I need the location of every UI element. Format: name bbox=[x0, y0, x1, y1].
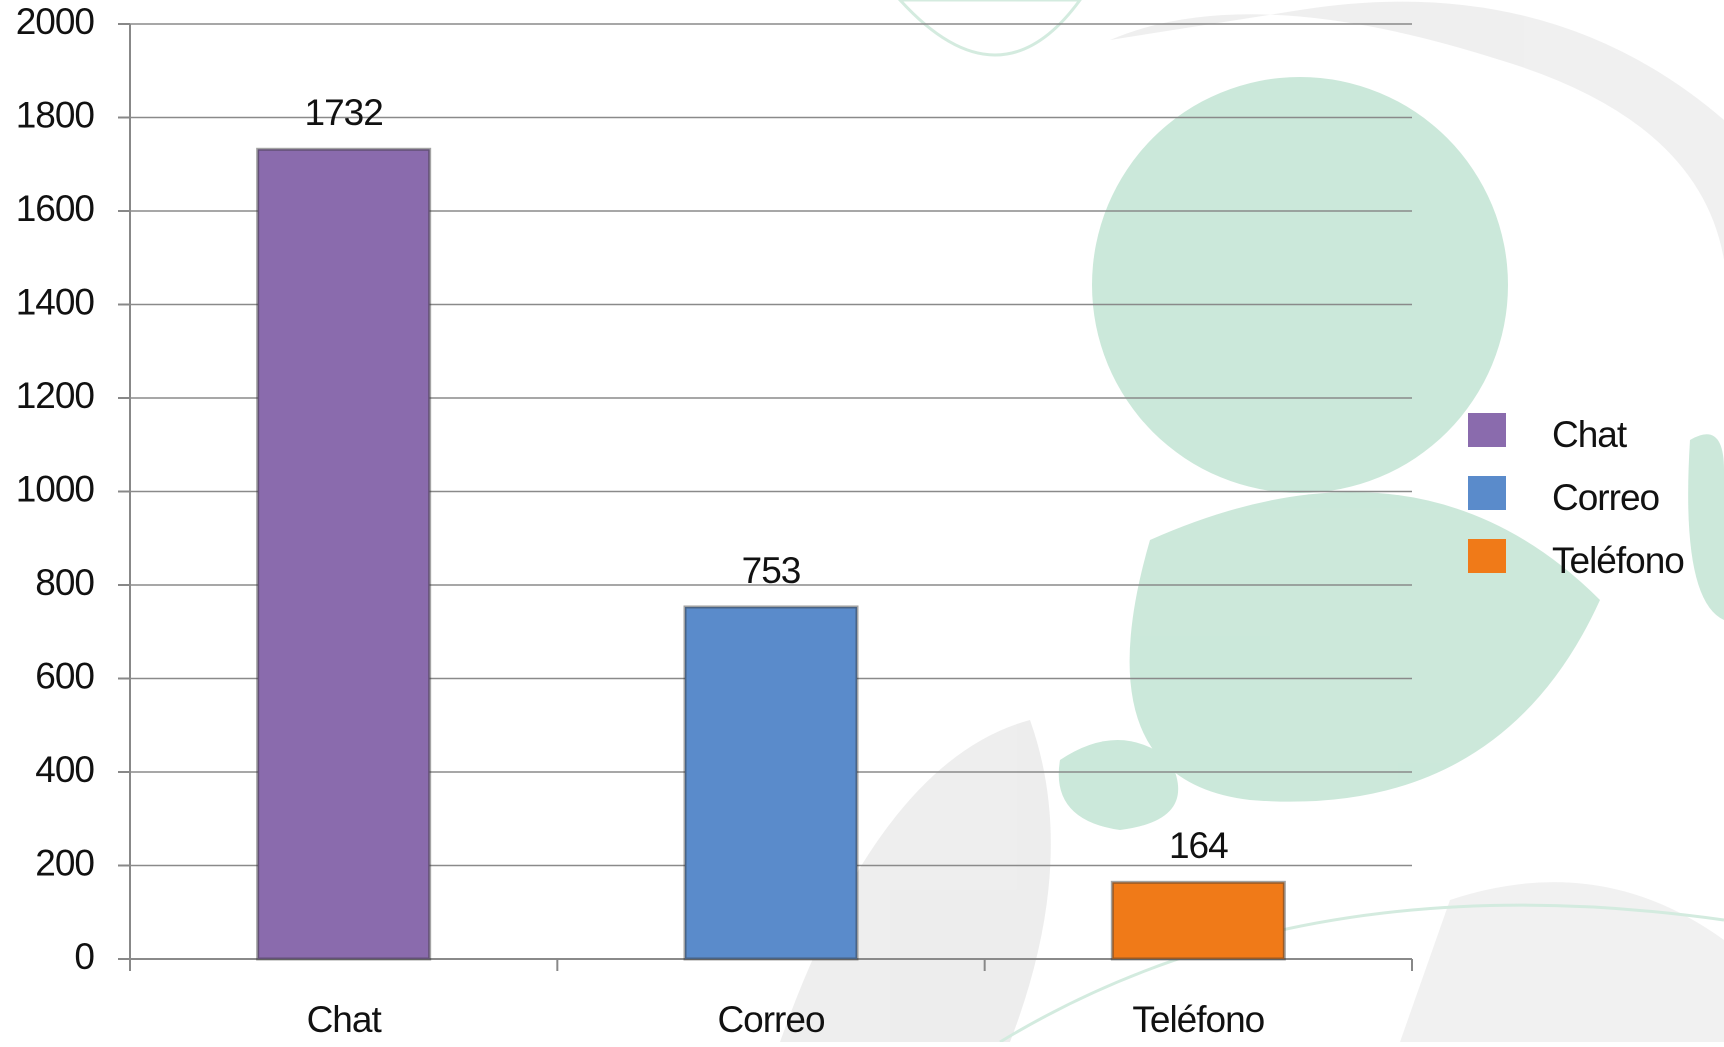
y-tick-label: 0 bbox=[74, 936, 94, 977]
y-tick-label: 2000 bbox=[16, 1, 95, 42]
bar bbox=[683, 605, 859, 961]
y-tick-label: 1200 bbox=[16, 375, 95, 416]
legend-swatch bbox=[1468, 476, 1506, 510]
legend-label: Correo bbox=[1552, 477, 1660, 518]
x-tick-label: Teléfono bbox=[1132, 999, 1264, 1040]
y-tick-label: 600 bbox=[35, 655, 94, 696]
x-tick-label: Chat bbox=[307, 999, 383, 1040]
y-tick-label: 400 bbox=[35, 749, 94, 790]
y-tick-label: 1000 bbox=[16, 468, 95, 509]
bar bbox=[1110, 880, 1286, 961]
y-tick-label: 1400 bbox=[16, 281, 95, 322]
y-tick-label: 200 bbox=[35, 842, 94, 883]
legend-label: Teléfono bbox=[1552, 540, 1684, 581]
y-tick-label: 800 bbox=[35, 562, 94, 603]
data-label: 753 bbox=[742, 550, 801, 591]
legend-swatch bbox=[1468, 413, 1506, 447]
legend-label: Chat bbox=[1552, 414, 1628, 455]
bar bbox=[256, 147, 432, 961]
y-tick-label: 1600 bbox=[16, 188, 95, 229]
data-label: 1732 bbox=[305, 92, 383, 133]
y-tick-label: 1800 bbox=[16, 94, 95, 135]
data-label: 164 bbox=[1169, 825, 1228, 866]
background-decoration bbox=[780, 0, 1724, 1044]
legend-swatch bbox=[1468, 539, 1506, 573]
x-tick-label: Correo bbox=[717, 999, 825, 1040]
